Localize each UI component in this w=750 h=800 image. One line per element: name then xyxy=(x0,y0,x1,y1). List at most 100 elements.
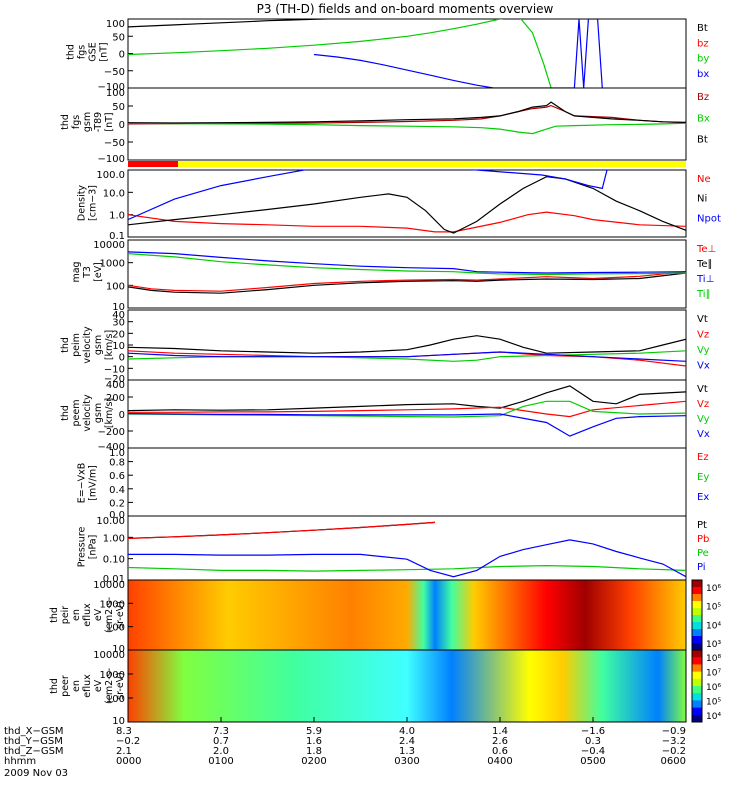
panel-1: 100 50 0 −50 −100 thdfgsGSE[nT] Bt bz by bx xyxy=(66,18,709,93)
y-axis-label-line: thd xyxy=(60,337,71,353)
x-row-label: thd_Z−GSM xyxy=(4,746,64,757)
colorbar-swatch xyxy=(692,671,702,680)
y-axis-label-line: thd xyxy=(60,405,71,421)
y-tick-label: 100.0 xyxy=(96,170,125,181)
x-row-label: thd_Y−GSM xyxy=(4,736,63,747)
y-tick-label: −200 xyxy=(98,427,125,438)
legend-Vy: Vy xyxy=(697,414,710,425)
series-line-Ni xyxy=(128,176,686,234)
colorbar-tick-label: 10⁵ xyxy=(706,698,721,708)
series-line-Pt xyxy=(128,521,435,539)
legend-bz: bz xyxy=(697,38,709,49)
series-line-Bx xyxy=(128,122,686,135)
legend-Ne: Ne xyxy=(697,174,711,185)
y-axis-label-line: eflux xyxy=(82,674,93,698)
colorbar-swatch xyxy=(692,643,702,651)
mode-bar-yellow xyxy=(178,161,686,167)
colorbar-swatch xyxy=(692,678,702,687)
colorbar-swatch xyxy=(692,622,702,630)
y-axis-label: thdfgsgsm-T89[nT] xyxy=(60,112,115,132)
y-tick-label: 0 xyxy=(119,50,125,61)
y-axis-label-line: [eV] xyxy=(93,262,104,282)
y-tick-label: 100 xyxy=(106,623,125,634)
y-tick-label: 1000 xyxy=(100,599,125,610)
x-row-value: 0.3 xyxy=(585,736,601,747)
y-axis-label: thdpeimvelocitygsm[km/s] xyxy=(60,326,115,364)
heatmap-area xyxy=(128,580,686,650)
series-line-bx xyxy=(313,19,603,88)
y-axis-label-line: gsm xyxy=(93,335,104,355)
y-axis-label-line: thd xyxy=(49,607,60,623)
legend-Vt: Vt xyxy=(697,384,708,395)
colorbar-tick-label: 10⁶ xyxy=(706,584,721,594)
series-line-Bt xyxy=(128,19,338,28)
y-tick-label: −100 xyxy=(98,82,125,93)
y-tick-label: 1.00 xyxy=(103,533,125,544)
y-tick-label: −10 xyxy=(104,364,125,375)
colorbar-swatch xyxy=(692,608,702,616)
y-axis-label-line: gsm xyxy=(82,112,93,132)
x-row-value: 1.4 xyxy=(492,726,508,737)
colorbar-swatch xyxy=(692,601,702,609)
panel-frame xyxy=(127,309,687,381)
legend-Bx: Bx xyxy=(697,113,710,124)
y-tick-label: 0 xyxy=(119,353,125,364)
x-row-value: −3.2 xyxy=(662,736,686,747)
legend-Te∥: Te∥ xyxy=(696,259,713,270)
x-row-value: −0.2 xyxy=(662,746,686,757)
panel-group: 100500−50−100thdfgsGSE[nT]Btbzbybx100500… xyxy=(49,18,721,727)
legend-Bz: Bz xyxy=(697,92,709,103)
series-line-Vt xyxy=(128,335,686,354)
legend-Npot: Npot xyxy=(697,213,721,224)
series-group xyxy=(128,101,686,135)
y-tick-label: 10 xyxy=(112,644,125,655)
y-axis-label-line: peir xyxy=(60,606,71,625)
x-row-value: 0.7 xyxy=(213,736,229,747)
panel-frame xyxy=(127,239,687,309)
x-row-label: thd_X−GSM xyxy=(4,726,64,737)
y-axis-label-line: thd xyxy=(66,44,77,60)
colorbar-swatch xyxy=(692,650,702,658)
y-tick-label: 100 xyxy=(106,19,125,30)
y-axis-label-line: velocity xyxy=(82,394,93,432)
y-tick-label: −50 xyxy=(104,67,125,78)
panel-frame xyxy=(127,447,687,517)
legend-Bt: Bt xyxy=(697,23,708,34)
colorbar-tick-label: 10⁴ xyxy=(706,712,721,722)
y-axis-label: magT3[eV] xyxy=(71,261,104,282)
x-row-value: −0.2 xyxy=(116,736,140,747)
x-row-value: 1.6 xyxy=(306,736,322,747)
legend-Vx: Vx xyxy=(697,361,710,372)
series-group xyxy=(128,19,603,88)
x-row-value: 4.0 xyxy=(399,726,415,737)
y-axis-label-line: en xyxy=(71,609,82,621)
x-row-value: 0.6 xyxy=(492,746,508,757)
y-tick-label: 10000 xyxy=(93,580,125,591)
y-tick-label: 10000 xyxy=(93,650,125,661)
y-tick-label: 1.0 xyxy=(109,211,125,222)
x-row-value: 0000 xyxy=(116,756,141,767)
series-line-Ne xyxy=(128,211,686,233)
y-axis-label: thdpeirenefluxeV(cm2-s-sr-eV) xyxy=(49,597,126,633)
colorbar-swatch xyxy=(692,657,702,665)
chart-title: P3 (TH-D) fields and on-board moments ov… xyxy=(257,2,554,16)
legend-Vx: Vx xyxy=(697,429,710,440)
legend-Vt: Vt xyxy=(697,314,708,325)
series-line-Npot xyxy=(128,170,608,221)
y-axis-label: thdpeerenefluxeV(cm2-s-sr-eV) xyxy=(49,668,126,704)
colorbar: 10⁶ 10⁵ 10⁴ 10³ xyxy=(691,579,721,651)
x-row-value: 2.4 xyxy=(399,736,415,747)
y-axis-label-line: sr-eV) xyxy=(115,672,126,700)
y-tick-label: 20 xyxy=(112,329,125,340)
y-tick-label: 0.2 xyxy=(109,498,125,509)
x-row-value: −1.6 xyxy=(581,726,605,737)
legend-Ti⊥: Ti⊥ xyxy=(696,274,714,285)
y-tick-label: 0.01 xyxy=(103,574,125,585)
y-tick-label: 0.6 xyxy=(109,471,125,482)
y-axis-label: Pressure[nPa] xyxy=(77,527,99,568)
x-row-value: 0300 xyxy=(394,756,419,767)
legend-Pb: Pb xyxy=(697,534,709,545)
y-tick-label: 100 xyxy=(106,281,125,292)
colorbar-tick-label: 10⁸ xyxy=(706,654,721,664)
